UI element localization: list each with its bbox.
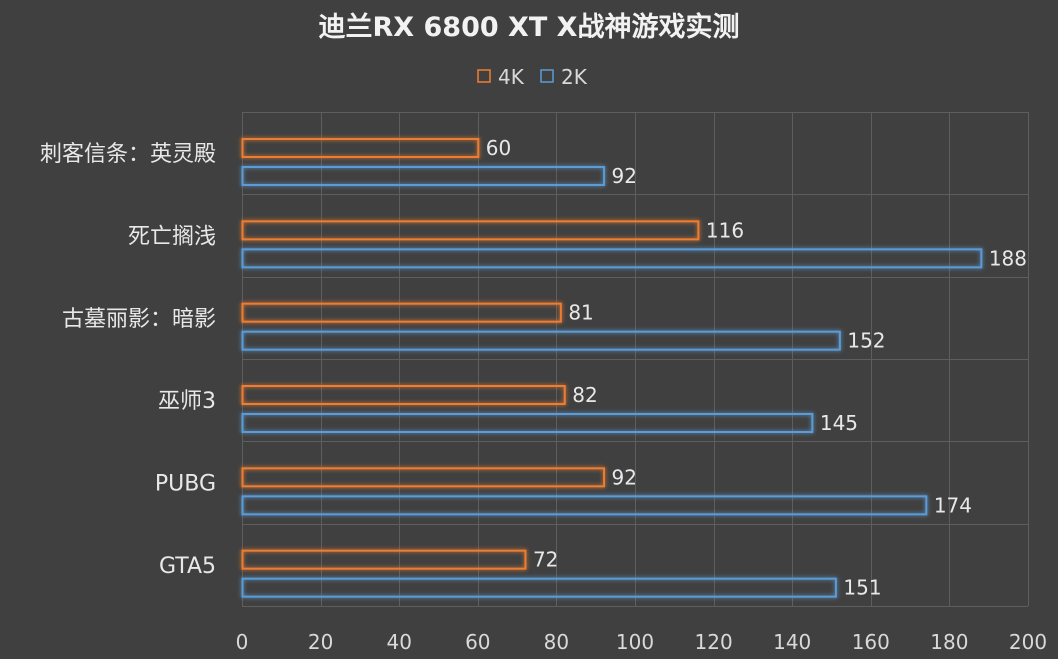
- bar-4k: [241, 549, 527, 570]
- bar-2k: [241, 413, 814, 433]
- x-tick-label: 120: [695, 630, 733, 654]
- bar-4k: [241, 138, 480, 158]
- gridlines: [242, 112, 1029, 607]
- chart-title: 迪兰RX 6800 XT X战神游戏实测: [318, 11, 739, 43]
- legend: 4K 2K: [477, 65, 588, 89]
- data-label-4k: 60: [486, 136, 511, 160]
- bars: 60 92 116 188 81 152 82 145 92 174 72 151: [241, 136, 1027, 600]
- bar-4k: [241, 385, 566, 405]
- x-tick-label: 60: [465, 630, 490, 654]
- category-label: GTA5: [159, 554, 216, 579]
- bar-4k: [241, 467, 606, 488]
- bar-2k: [241, 495, 928, 516]
- data-label-4k: 92: [612, 465, 637, 489]
- x-tick-label: 100: [616, 630, 654, 654]
- category-label: 巫师3: [158, 389, 216, 414]
- bar-4k: [241, 220, 700, 241]
- data-label-2k: 92: [612, 164, 637, 188]
- category-label: 死亡搁浅: [128, 225, 216, 250]
- x-tick-label: 80: [544, 630, 569, 654]
- category-label: PUBG: [155, 472, 216, 497]
- data-label-4k: 116: [706, 218, 744, 242]
- bar-4k: [241, 302, 562, 323]
- x-tick-label: 160: [852, 630, 890, 654]
- x-tick-label: 0: [236, 630, 249, 654]
- bar-2k: [241, 577, 837, 598]
- data-label-4k: 82: [572, 383, 597, 407]
- legend-swatch-4k: [477, 69, 491, 83]
- legend-swatch-2k: [540, 69, 554, 83]
- data-label-2k: 188: [989, 246, 1027, 270]
- bar-2k: [241, 330, 841, 351]
- data-label-2k: 151: [843, 576, 881, 600]
- bar-2k: [241, 248, 983, 269]
- data-label-4k: 81: [568, 301, 593, 325]
- data-label-2k: 145: [820, 411, 858, 435]
- category-label: 古墓丽影：暗影: [62, 307, 216, 332]
- x-tick-label: 180: [930, 630, 968, 654]
- legend-label-4k: 4K: [498, 65, 525, 89]
- legend-label-2k: 2K: [561, 65, 588, 89]
- bar-2k: [241, 166, 606, 186]
- x-tick-label: 20: [308, 630, 333, 654]
- data-label-2k: 174: [934, 493, 972, 517]
- x-axis-tick-labels: 0 20 40 60 80 100 120 140 160 180 200: [236, 630, 1047, 654]
- x-tick-label: 140: [773, 630, 811, 654]
- x-tick-label: 40: [386, 630, 411, 654]
- data-label-2k: 152: [847, 329, 885, 353]
- data-label-4k: 72: [533, 548, 558, 572]
- category-label: 刺客信条：英灵殿: [40, 142, 216, 167]
- x-tick-label: 200: [1009, 630, 1047, 654]
